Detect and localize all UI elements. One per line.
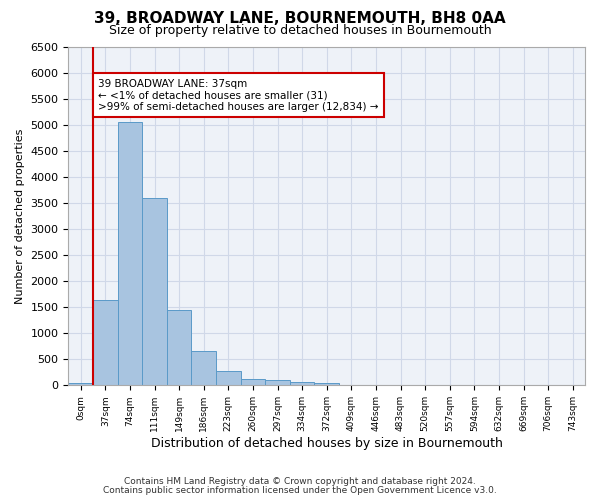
Bar [241,378,265,386]
Bar [290,382,314,386]
Text: Size of property relative to detached houses in Bournemouth: Size of property relative to detached ho… [109,24,491,37]
Bar [191,352,216,386]
Bar [142,198,167,386]
Bar [167,310,191,386]
Bar [314,384,339,386]
Bar [68,382,93,386]
Bar [339,385,364,386]
Bar [93,300,118,386]
Bar [216,371,241,386]
Text: 39 BROADWAY LANE: 37sqm
← <1% of detached houses are smaller (31)
>99% of semi-d: 39 BROADWAY LANE: 37sqm ← <1% of detache… [98,78,379,112]
Bar [265,380,290,386]
Y-axis label: Number of detached properties: Number of detached properties [15,128,25,304]
Bar [118,122,142,386]
Text: 39, BROADWAY LANE, BOURNEMOUTH, BH8 0AA: 39, BROADWAY LANE, BOURNEMOUTH, BH8 0AA [94,11,506,26]
Text: Contains HM Land Registry data © Crown copyright and database right 2024.: Contains HM Land Registry data © Crown c… [124,477,476,486]
Text: Contains public sector information licensed under the Open Government Licence v3: Contains public sector information licen… [103,486,497,495]
X-axis label: Distribution of detached houses by size in Bournemouth: Distribution of detached houses by size … [151,437,503,450]
